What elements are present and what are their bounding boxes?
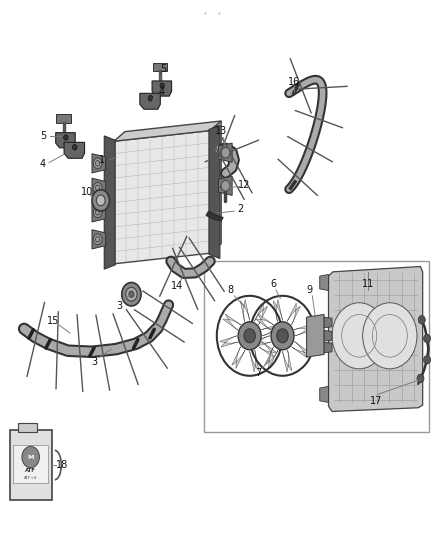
- FancyBboxPatch shape: [13, 445, 48, 483]
- Polygon shape: [140, 93, 160, 109]
- FancyBboxPatch shape: [18, 423, 37, 432]
- Circle shape: [93, 182, 102, 193]
- Polygon shape: [253, 336, 271, 347]
- Polygon shape: [324, 330, 332, 341]
- Polygon shape: [92, 203, 106, 222]
- Polygon shape: [223, 314, 241, 330]
- Polygon shape: [92, 230, 106, 249]
- Text: 6: 6: [270, 279, 276, 289]
- Text: 4: 4: [159, 87, 165, 96]
- Polygon shape: [56, 133, 75, 148]
- Polygon shape: [92, 178, 106, 197]
- Circle shape: [417, 374, 424, 383]
- Text: 9: 9: [306, 285, 312, 295]
- Polygon shape: [220, 336, 238, 347]
- Circle shape: [160, 83, 164, 88]
- Text: 16: 16: [288, 77, 300, 86]
- Polygon shape: [254, 303, 268, 325]
- Polygon shape: [273, 300, 283, 322]
- Polygon shape: [240, 300, 250, 322]
- Circle shape: [122, 282, 141, 306]
- Text: 13: 13: [215, 126, 227, 135]
- Text: ATF+4: ATF+4: [24, 477, 37, 480]
- Text: 14: 14: [171, 281, 184, 291]
- Text: 2: 2: [237, 204, 243, 214]
- Text: 7: 7: [255, 368, 261, 378]
- Circle shape: [363, 303, 417, 369]
- Circle shape: [244, 329, 255, 343]
- Polygon shape: [265, 346, 278, 368]
- Polygon shape: [258, 341, 276, 358]
- Polygon shape: [250, 350, 259, 372]
- Polygon shape: [256, 314, 274, 330]
- Polygon shape: [291, 341, 309, 358]
- Text: 1: 1: [99, 155, 106, 165]
- Polygon shape: [206, 211, 223, 221]
- Polygon shape: [210, 121, 221, 253]
- Circle shape: [424, 356, 431, 364]
- Circle shape: [129, 291, 134, 297]
- Polygon shape: [324, 317, 332, 328]
- Polygon shape: [64, 142, 85, 158]
- Circle shape: [271, 322, 294, 350]
- Polygon shape: [152, 81, 172, 96]
- Text: M: M: [28, 455, 34, 459]
- Circle shape: [424, 334, 431, 343]
- Text: 12: 12: [238, 181, 251, 190]
- Polygon shape: [328, 266, 423, 411]
- Circle shape: [64, 135, 68, 140]
- Polygon shape: [287, 303, 300, 325]
- Polygon shape: [114, 131, 210, 264]
- Circle shape: [332, 303, 386, 369]
- Polygon shape: [219, 143, 232, 162]
- Circle shape: [96, 195, 105, 206]
- Text: 10: 10: [81, 187, 93, 197]
- Text: 3: 3: [116, 302, 122, 311]
- Circle shape: [418, 316, 425, 324]
- Text: 8: 8: [227, 285, 233, 295]
- Circle shape: [93, 158, 102, 168]
- Text: 17: 17: [370, 396, 382, 406]
- Polygon shape: [320, 386, 328, 402]
- Text: 5: 5: [160, 64, 166, 74]
- Circle shape: [221, 181, 230, 191]
- Text: 11: 11: [362, 279, 374, 288]
- Polygon shape: [104, 136, 115, 269]
- Polygon shape: [92, 154, 106, 173]
- Circle shape: [72, 144, 77, 150]
- Circle shape: [277, 329, 288, 343]
- Text: 15: 15: [47, 316, 60, 326]
- Circle shape: [93, 207, 102, 217]
- Polygon shape: [153, 63, 167, 71]
- Circle shape: [148, 95, 153, 101]
- Circle shape: [22, 446, 39, 468]
- Polygon shape: [57, 115, 71, 123]
- Circle shape: [126, 287, 137, 301]
- FancyBboxPatch shape: [10, 430, 52, 500]
- Polygon shape: [307, 314, 324, 357]
- Circle shape: [92, 190, 110, 211]
- Polygon shape: [232, 346, 245, 368]
- Polygon shape: [219, 176, 232, 196]
- Polygon shape: [261, 325, 279, 336]
- Text: 5: 5: [41, 131, 47, 141]
- Text: 18: 18: [56, 460, 68, 470]
- Text: 4: 4: [40, 159, 46, 168]
- Text: ATF: ATF: [25, 468, 36, 473]
- Text: 3: 3: [91, 358, 97, 367]
- Circle shape: [238, 322, 261, 350]
- Polygon shape: [294, 325, 312, 336]
- Polygon shape: [209, 125, 220, 259]
- Polygon shape: [114, 121, 221, 141]
- Polygon shape: [283, 350, 292, 372]
- Circle shape: [221, 147, 230, 158]
- Polygon shape: [324, 342, 332, 353]
- Polygon shape: [320, 274, 328, 290]
- Circle shape: [93, 234, 102, 245]
